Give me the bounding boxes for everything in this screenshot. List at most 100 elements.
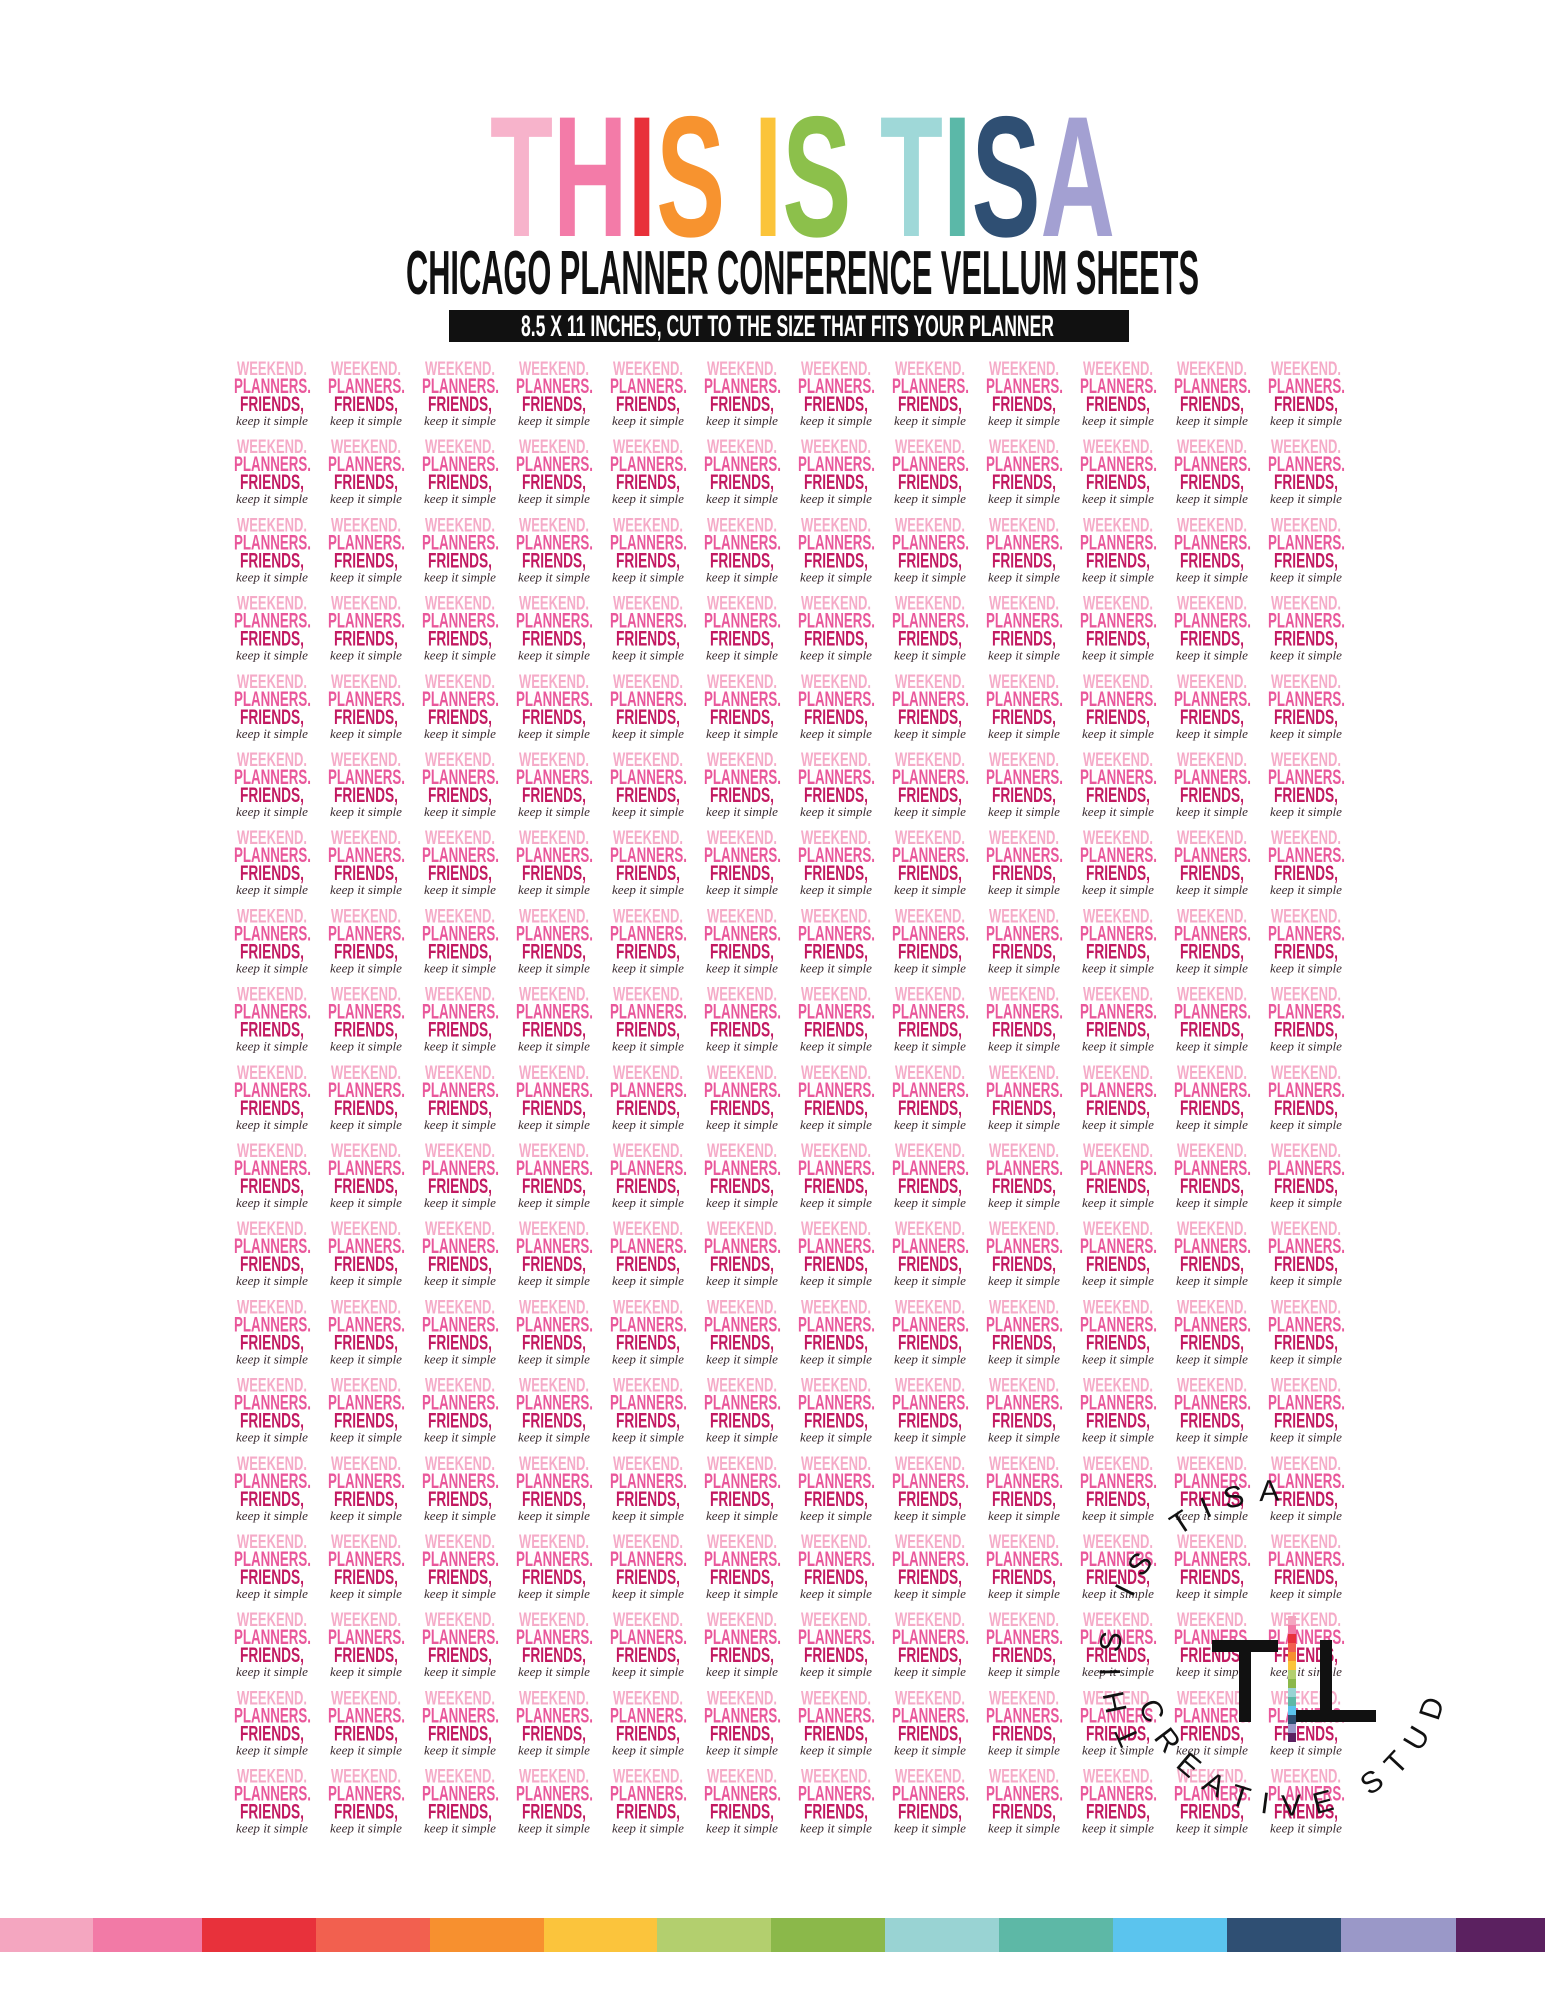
sticker: WEEKEND.PLANNERS.FRIENDS,keep it simple [516, 985, 593, 1054]
sticker-line: PLANNERS. [328, 844, 405, 867]
sticker-line: keep it simple [988, 1351, 1060, 1366]
sticker-line: keep it simple [988, 1821, 1060, 1836]
sticker: WEEKEND.PLANNERS.FRIENDS,keep it simple [798, 985, 875, 1054]
sticker: WEEKEND.PLANNERS.FRIENDS,keep it simple [704, 906, 781, 975]
sticker-line: FRIENDS, [1086, 1644, 1150, 1667]
sticker-line: WEEKEND. [1271, 1532, 1341, 1553]
sticker-line: FRIENDS, [898, 1801, 962, 1824]
sticker-line: WEEKEND. [1177, 828, 1247, 849]
sticker-line: keep it simple [706, 1273, 778, 1288]
sticker-line: keep it simple [330, 1117, 402, 1132]
sticker: WEEKEND.PLANNERS.FRIENDS,keep it simple [892, 594, 969, 663]
sticker-line: PLANNERS. [516, 375, 593, 398]
sticker-line: PLANNERS. [516, 453, 593, 476]
sticker-line: FRIENDS, [898, 628, 962, 651]
sticker-line: keep it simple [894, 804, 966, 819]
sticker-line: WEEKEND. [613, 515, 683, 536]
sticker-line: WEEKEND. [237, 750, 307, 771]
sticker-line: FRIENDS, [522, 1097, 586, 1120]
logo-stripe-segment [1288, 1688, 1296, 1697]
sticker-line: keep it simple [424, 1117, 496, 1132]
sticker-line: WEEKEND. [1177, 359, 1247, 380]
sticker-line: PLANNERS. [328, 766, 405, 789]
sticker-line: PLANNERS. [1268, 1392, 1345, 1415]
sticker-line: FRIENDS, [1274, 628, 1338, 651]
sticker-line: FRIENDS, [522, 1722, 586, 1745]
sticker-line: keep it simple [894, 960, 966, 975]
sticker-line: keep it simple [518, 1117, 590, 1132]
sticker-line: PLANNERS. [986, 531, 1063, 554]
sticker-line: WEEKEND. [331, 1688, 401, 1709]
sticker-line: PLANNERS. [1268, 1313, 1345, 1336]
sticker-line: keep it simple [800, 1430, 872, 1445]
sticker: WEEKEND.PLANNERS.FRIENDS,keep it simple [610, 1219, 687, 1288]
sticker-line: FRIENDS, [992, 940, 1056, 963]
sticker-line: WEEKEND. [1177, 594, 1247, 615]
sticker-line: WEEKEND. [895, 1063, 965, 1084]
sticker-line: FRIENDS, [1086, 1019, 1150, 1042]
sticker: WEEKEND.PLANNERS.FRIENDS,keep it simple [798, 906, 875, 975]
sticker: WEEKEND.PLANNERS.FRIENDS,keep it simple [1080, 1297, 1157, 1366]
sticker: WEEKEND.PLANNERS.FRIENDS,keep it simple [986, 1454, 1063, 1523]
sticker: WEEKEND.PLANNERS.FRIENDS,keep it simple [1080, 1767, 1157, 1836]
sticker-line: FRIENDS, [710, 1801, 774, 1824]
sticker-line: keep it simple [894, 1039, 966, 1054]
sticker-line: WEEKEND. [425, 672, 495, 693]
sticker-line: WEEKEND. [801, 1532, 871, 1553]
sticker-line: WEEKEND. [1083, 1610, 1153, 1631]
sticker-line: WEEKEND. [801, 515, 871, 536]
sticker: WEEKEND.PLANNERS.FRIENDS,keep it simple [1174, 594, 1251, 663]
sticker-line: FRIENDS, [804, 549, 868, 572]
sticker-line: FRIENDS, [710, 549, 774, 572]
sticker-line: PLANNERS. [892, 1548, 969, 1571]
sticker: WEEKEND.PLANNERS.FRIENDS,keep it simple [234, 515, 311, 584]
sticker-line: keep it simple [612, 1508, 684, 1523]
sticker-line: PLANNERS. [610, 766, 687, 789]
sticker-line: FRIENDS, [992, 1722, 1056, 1745]
sticker-line: WEEKEND. [519, 1767, 589, 1788]
sticker-line: PLANNERS. [422, 844, 499, 867]
title-letter: S [972, 81, 1041, 273]
sticker-line: PLANNERS. [892, 1001, 969, 1024]
sticker: WEEKEND.PLANNERS.FRIENDS,keep it simple [610, 1767, 687, 1836]
sticker: WEEKEND.PLANNERS.FRIENDS,keep it simple [610, 906, 687, 975]
sticker-line: FRIENDS, [992, 1801, 1056, 1824]
sticker-line: WEEKEND. [707, 437, 777, 458]
sticker: WEEKEND.PLANNERS.FRIENDS,keep it simple [1080, 1141, 1157, 1210]
sticker-line: PLANNERS. [422, 1079, 499, 1102]
sticker-line: PLANNERS. [610, 1783, 687, 1806]
sticker-line: WEEKEND. [707, 750, 777, 771]
sticker-line: keep it simple [612, 726, 684, 741]
sticker-line: PLANNERS. [1080, 1157, 1157, 1180]
sticker-line: WEEKEND. [519, 515, 589, 536]
sticker-line: FRIENDS, [616, 1722, 680, 1745]
sticker-line: keep it simple [330, 1664, 402, 1679]
sticker-line: keep it simple [894, 1821, 966, 1836]
sticker-line: FRIENDS, [616, 1019, 680, 1042]
stripe-segment [999, 1918, 1114, 1952]
sticker-line: PLANNERS. [704, 1783, 781, 1806]
sticker-line: WEEKEND. [237, 1767, 307, 1788]
sticker-line: FRIENDS, [710, 1644, 774, 1667]
sticker: WEEKEND.PLANNERS.FRIENDS,keep it simple [1080, 1063, 1157, 1132]
sticker-line: FRIENDS, [616, 1331, 680, 1354]
sticker-line: PLANNERS. [234, 1548, 311, 1571]
sticker-line: PLANNERS. [610, 922, 687, 945]
sticker-line: FRIENDS, [240, 940, 304, 963]
sticker-line: WEEKEND. [1271, 594, 1341, 615]
sticker-line: PLANNERS. [328, 453, 405, 476]
sticker-line: keep it simple [988, 882, 1060, 897]
title-letter: S [782, 81, 851, 273]
sticker-line: FRIENDS, [1180, 1097, 1244, 1120]
sticker-line: FRIENDS, [710, 706, 774, 729]
sticker-line: WEEKEND. [425, 437, 495, 458]
sticker: WEEKEND.PLANNERS.FRIENDS,keep it simple [610, 750, 687, 819]
sticker-line: WEEKEND. [1177, 672, 1247, 693]
sticker-line: WEEKEND. [895, 1219, 965, 1240]
sticker: WEEKEND.PLANNERS.FRIENDS,keep it simple [892, 1376, 969, 1445]
sticker-line: FRIENDS, [240, 706, 304, 729]
sticker: WEEKEND.PLANNERS.FRIENDS,keep it simple [892, 1219, 969, 1288]
sticker-line: keep it simple [800, 882, 872, 897]
sticker: WEEKEND.PLANNERS.FRIENDS,keep it simple [422, 1063, 499, 1132]
sticker-line: FRIENDS, [240, 471, 304, 494]
